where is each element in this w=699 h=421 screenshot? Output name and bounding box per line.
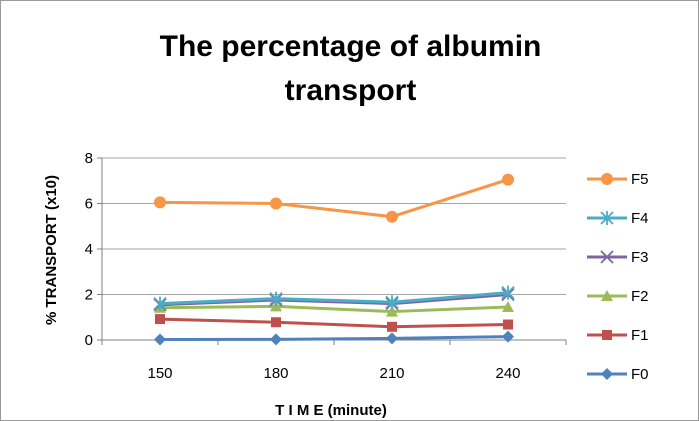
legend-label: F1 (631, 327, 649, 344)
data-point-f1 (503, 319, 513, 330)
legend-marker (600, 250, 614, 264)
series-group (153, 173, 515, 346)
x-axis-label: T I M E (minute) (275, 402, 387, 419)
y-tick-label: 2 (85, 287, 93, 304)
legend: F5 F4 F3 F2 F1 F0 (587, 171, 649, 383)
data-point-f2 (270, 300, 282, 312)
data-point-f5 (270, 197, 282, 210)
data-point-f2 (386, 305, 398, 317)
legend-marker (600, 211, 614, 225)
legend-marker (601, 290, 613, 301)
data-point-f4 (153, 296, 167, 311)
x-tick-label: 180 (263, 365, 288, 382)
legend-entry-f2: F2 (587, 288, 649, 305)
legend-label: F0 (631, 366, 649, 383)
legend-label: F3 (631, 249, 649, 266)
series-line-f5 (159, 178, 509, 219)
series-line-f2 (159, 304, 509, 314)
legend-entry-f5: F5 (587, 171, 649, 188)
data-point-f1 (271, 317, 281, 328)
data-point-f0 (386, 332, 398, 345)
legend-marker (601, 368, 613, 380)
y-tick-label: 8 (85, 150, 93, 167)
legend-entry-f0: F0 (587, 366, 649, 383)
data-point-f5 (154, 196, 166, 209)
legend-label: F4 (631, 210, 649, 227)
y-tick-label: 6 (85, 196, 93, 213)
y-tick-label: 4 (85, 241, 93, 258)
legend-entry-f3: F3 (587, 249, 649, 266)
data-point-f2 (502, 301, 514, 313)
chart-title-line-2: transport (284, 74, 417, 107)
legend-marker (601, 173, 613, 185)
legend-label: F5 (631, 171, 649, 188)
chart-title-line-1: The percentage of albumin (159, 30, 542, 63)
data-point-f1 (155, 314, 165, 325)
legend-marker (602, 330, 612, 340)
series-line-f0 (159, 335, 509, 342)
data-point-f4 (269, 291, 283, 306)
y-axis-label: % TRANSPORT (x10) (43, 175, 60, 325)
chart-title: The percentage of albumin transport (1, 25, 699, 113)
data-point-f1 (387, 321, 397, 332)
data-point-f0 (154, 333, 166, 346)
axes: 0 2 4 6 8 150 180 210 240 (85, 150, 567, 382)
gridlines (102, 157, 566, 295)
y-tick-label: 0 (85, 332, 93, 349)
legend-entry-f1: F1 (587, 327, 649, 344)
series-line-f1 (159, 317, 509, 329)
data-point-f5 (502, 173, 514, 186)
legend-entry-f4: F4 (587, 210, 649, 227)
data-point-f0 (270, 333, 282, 346)
x-tick-label: 150 (147, 365, 172, 382)
legend-label: F2 (631, 288, 649, 305)
data-point-f0 (502, 330, 514, 343)
x-tick-label: 210 (379, 365, 404, 382)
x-tick-label: 240 (495, 365, 520, 382)
series-line-f4 (159, 291, 509, 306)
data-point-f4 (501, 285, 515, 300)
data-point-f5 (386, 210, 398, 223)
data-point-f4 (385, 295, 399, 310)
